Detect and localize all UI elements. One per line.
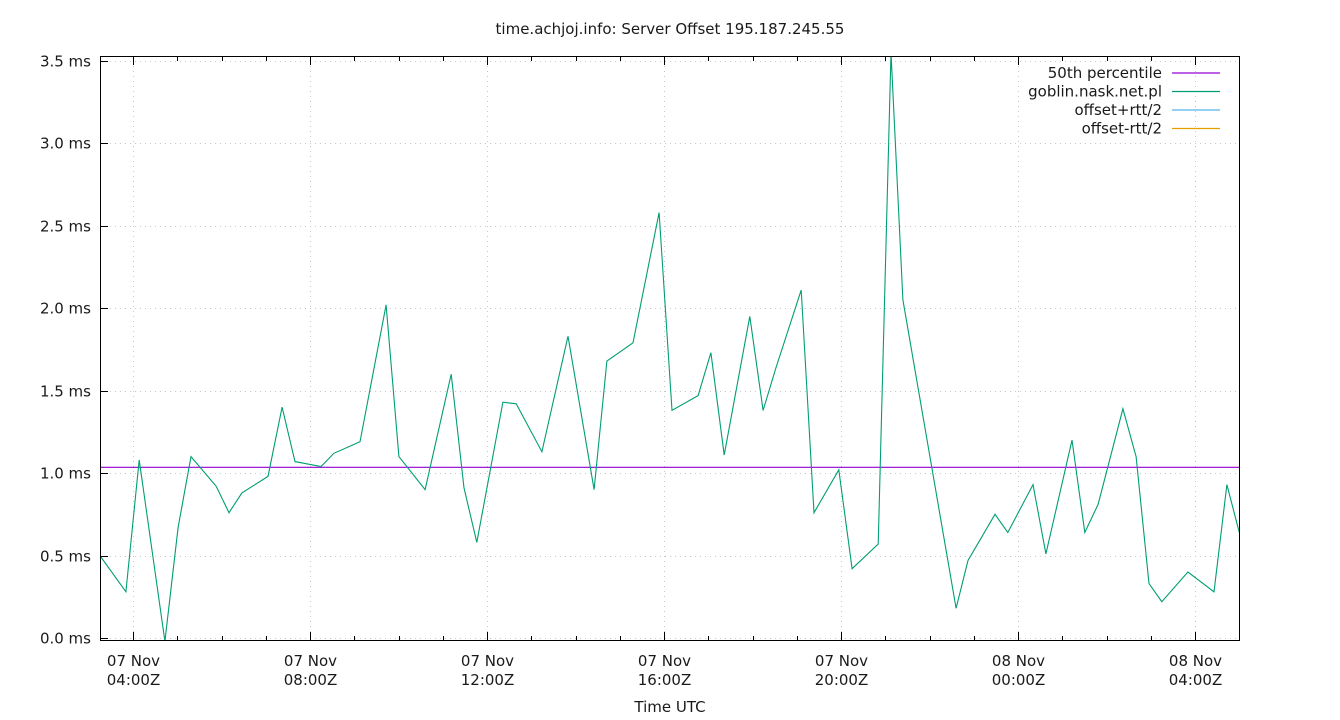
y-tick-label: 0.0 ms xyxy=(40,630,91,648)
chart-title: time.achjoj.info: Server Offset 195.187.… xyxy=(496,20,845,38)
y-tick-label: 2.0 ms xyxy=(40,300,91,318)
legend-label: offset-rtt/2 xyxy=(1082,120,1162,138)
legend-label: 50th percentile xyxy=(1048,64,1162,82)
x-tick-date: 07 Nov xyxy=(638,652,691,670)
x-tick-time: 00:00Z xyxy=(992,671,1046,689)
x-tick-date: 07 Nov xyxy=(107,652,160,670)
x-tick-date: 07 Nov xyxy=(461,652,514,670)
offset-series-line xyxy=(100,56,1239,641)
x-tick-time: 16:00Z xyxy=(638,671,692,689)
plot-border xyxy=(100,56,1240,641)
x-tick-time: 20:00Z xyxy=(815,671,869,689)
x-tick-time: 04:00Z xyxy=(107,671,161,689)
y-tick-label: 1.0 ms xyxy=(40,465,91,483)
x-tick-time: 08:00Z xyxy=(284,671,338,689)
y-tick-label: 1.5 ms xyxy=(40,383,91,401)
legend-label: offset+rtt/2 xyxy=(1074,101,1162,119)
legend: 50th percentilegoblin.nask.net.ploffset+… xyxy=(1028,64,1220,138)
x-tick-date: 08 Nov xyxy=(992,652,1045,670)
x-tick-date: 07 Nov xyxy=(284,652,337,670)
y-tick-label: 3.0 ms xyxy=(40,135,91,153)
grid-lines xyxy=(100,56,1239,641)
y-axis: 0.0 ms 0.5 ms 1.0 ms 1.5 ms 2.0 ms 2.5 ms 3.0 … xyxy=(40,53,108,648)
x-tick-time: 04:00Z xyxy=(1169,671,1223,689)
y-tick-label: 3.5 ms xyxy=(40,53,91,71)
x-tick-date: 08 Nov xyxy=(1169,652,1222,670)
x-tick-time: 12:00Z xyxy=(461,671,515,689)
y-tick-label: 2.5 ms xyxy=(40,218,91,236)
plot-area xyxy=(100,56,1239,641)
legend-label: goblin.nask.net.pl xyxy=(1028,83,1162,101)
x-tick-date: 07 Nov xyxy=(815,652,868,670)
x-axis-label: Time UTC xyxy=(633,698,705,716)
y-tick-label: 0.5 ms xyxy=(40,548,91,566)
